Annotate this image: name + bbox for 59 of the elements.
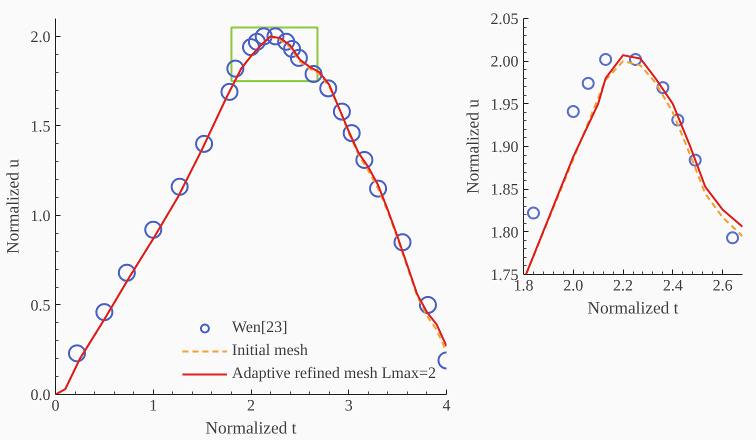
point <box>355 150 374 169</box>
point <box>248 32 266 51</box>
point <box>277 32 296 51</box>
point <box>95 303 114 322</box>
x-axis-title: Normalized t <box>206 418 297 438</box>
point <box>671 114 684 127</box>
point <box>342 124 361 142</box>
point <box>170 178 189 196</box>
legend-label: Wen[23] <box>232 319 288 337</box>
point <box>369 180 388 198</box>
x-tick-label: 2.6 <box>712 278 733 294</box>
y-tick-label: 2.00 <box>490 54 518 71</box>
y-tick-label: 1.85 <box>490 182 518 199</box>
point <box>526 206 540 220</box>
point <box>418 296 437 314</box>
y-axis-title: Normalized u <box>4 158 22 254</box>
y-tick-label: 1.5 <box>30 118 50 136</box>
x-tick-label: 3 <box>344 398 353 414</box>
point <box>283 40 302 58</box>
y-tick-label: 1.0 <box>30 208 50 225</box>
x-tick-label: 0 <box>52 398 60 414</box>
y-tick-label: 1.80 <box>490 224 518 242</box>
point <box>144 220 162 239</box>
x-tick-label: 4 <box>442 398 450 414</box>
point <box>254 27 273 46</box>
point <box>220 82 238 101</box>
point <box>226 60 244 78</box>
point <box>726 231 740 244</box>
y-tick-label: 1.90 <box>490 139 518 156</box>
point <box>68 344 86 362</box>
point <box>266 27 284 46</box>
point <box>304 65 323 83</box>
point <box>195 134 214 153</box>
y-axis-title: Normalized u <box>464 98 482 194</box>
x-tick-label: 2 <box>247 398 255 414</box>
y-tick-label: 0.0 <box>30 387 50 404</box>
y-tick-label: 2.0 <box>30 28 50 46</box>
point <box>242 38 260 56</box>
point <box>118 264 136 282</box>
point <box>566 105 580 118</box>
point <box>628 52 642 66</box>
x-tick-label: 1 <box>149 398 158 414</box>
point <box>656 81 670 94</box>
point <box>319 79 338 98</box>
point <box>582 76 595 90</box>
y-tick-label: 1.95 <box>490 96 518 114</box>
x-tick-label: 2.0 <box>563 278 584 294</box>
legend-label: Adaptive refined mesh Lmax=2 <box>232 365 436 383</box>
x-tick-label: 2.4 <box>662 278 683 294</box>
point <box>599 52 612 66</box>
point <box>394 233 412 252</box>
point <box>290 48 308 67</box>
legend-label: Initial mesh <box>232 342 308 360</box>
point <box>688 154 702 167</box>
x-axis-title: Normalized t <box>588 298 679 318</box>
y-tick-label: 0.5 <box>30 297 50 314</box>
y-tick-label: 2.05 <box>490 11 518 28</box>
point <box>332 102 351 121</box>
x-tick-label: 2.2 <box>613 278 634 294</box>
